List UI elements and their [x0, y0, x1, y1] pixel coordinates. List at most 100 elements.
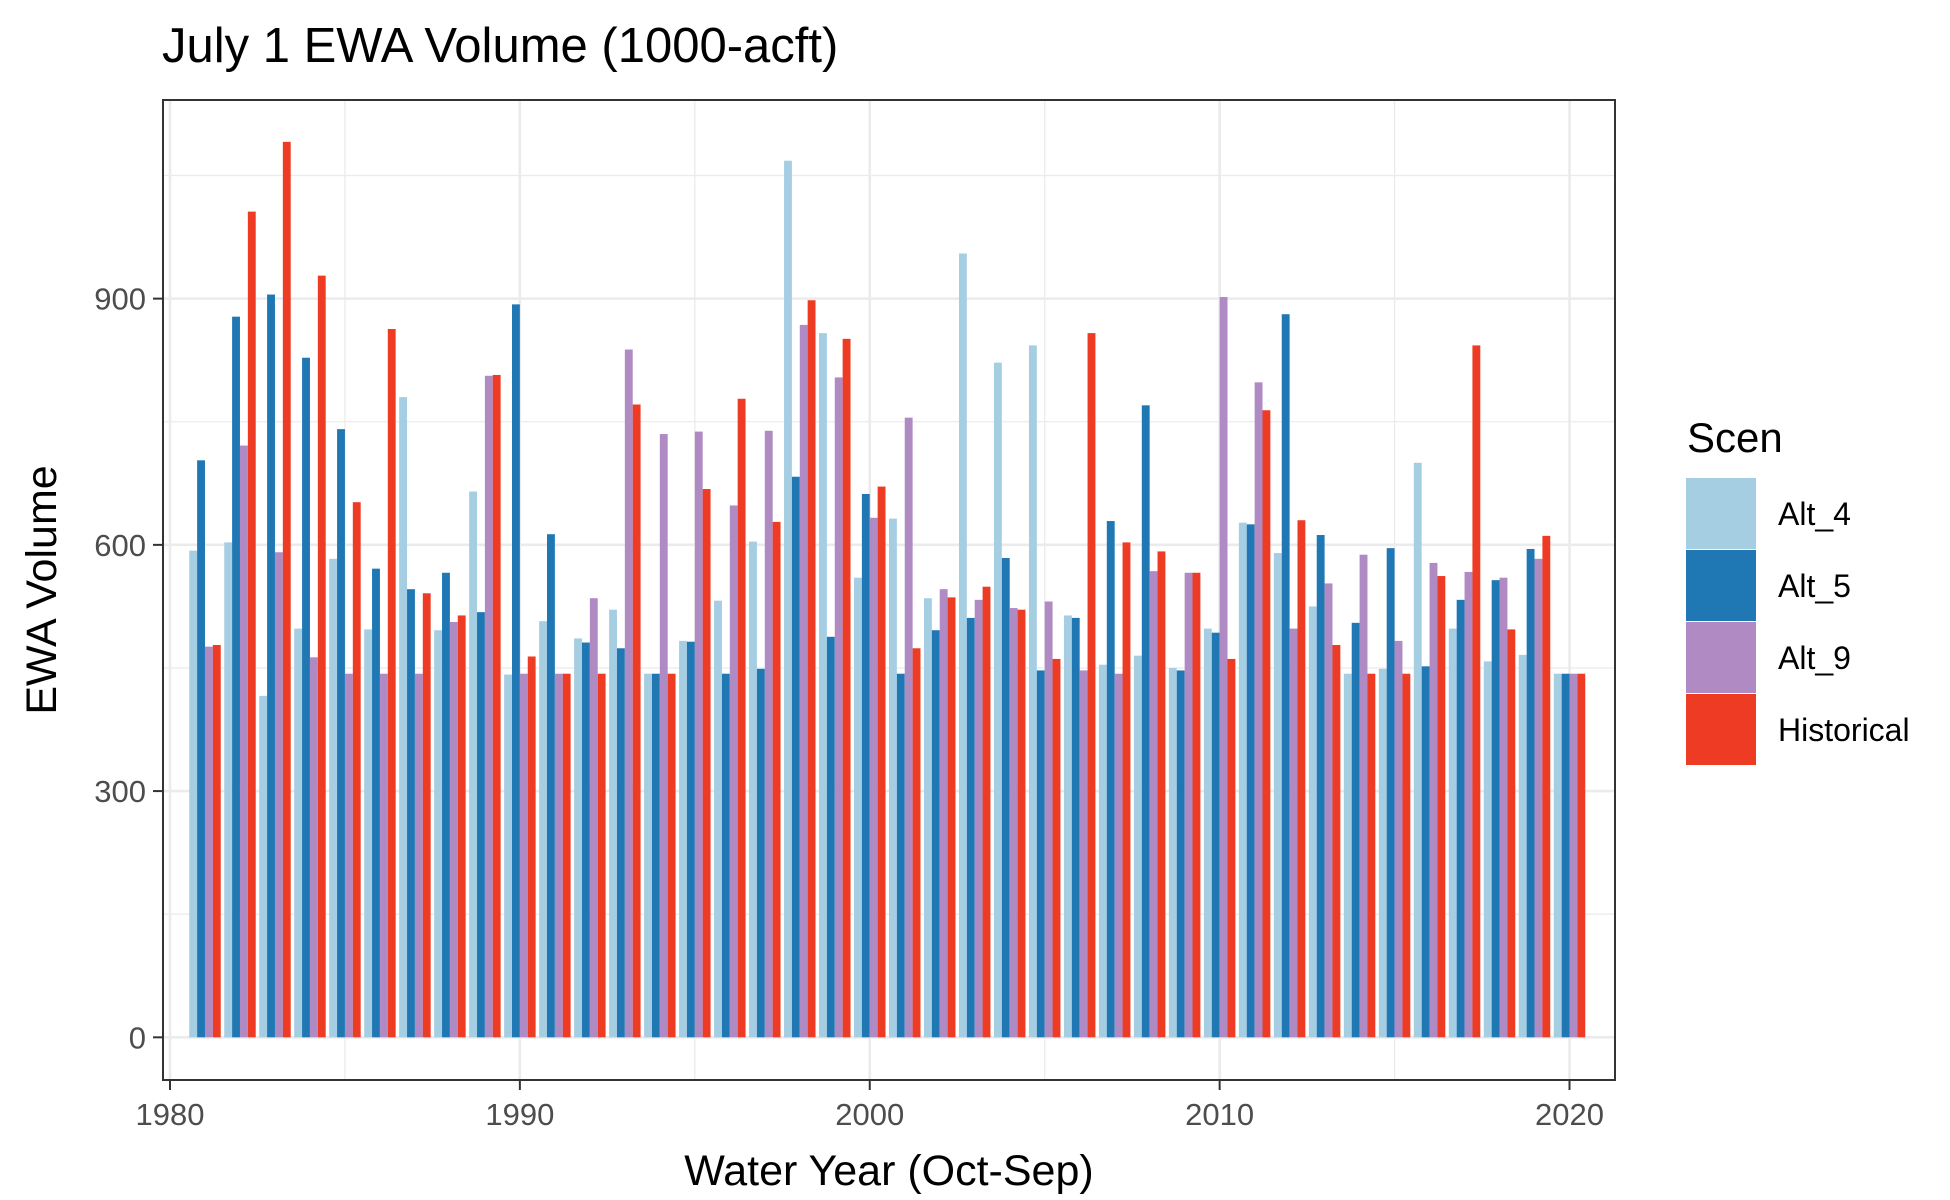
- bar-alt_5-2006: [1071, 617, 1080, 1038]
- bar-alt_4-2010: [1203, 628, 1212, 1038]
- bar-alt_9-2010: [1219, 296, 1228, 1038]
- bar-alt_5-2004: [1001, 557, 1010, 1038]
- bar-alt_9-1998: [799, 324, 808, 1038]
- bar-alt_5-1997: [756, 668, 765, 1038]
- chart-title: July 1 EWA Volume (1000-acft): [162, 19, 838, 73]
- bar-alt_9-1987: [414, 673, 423, 1038]
- y-axis-title: EWA Volume: [18, 465, 66, 714]
- bar-alt_4-1988: [434, 630, 443, 1038]
- legend-label-historical: Historical: [1778, 712, 1910, 748]
- bar-alt_4-2002: [923, 598, 932, 1038]
- bar-alt_9-1991: [554, 673, 563, 1038]
- bar-alt_5-1998: [791, 476, 800, 1038]
- bar-alt_5-1991: [546, 534, 555, 1038]
- bar-alt_5-1983: [267, 294, 275, 1038]
- bar-alt_9-1988: [449, 622, 458, 1038]
- bar-historical-2019: [1542, 535, 1551, 1038]
- bar-alt_4-2014: [1343, 673, 1352, 1038]
- bars: [189, 141, 1586, 1038]
- legend-label-alt_9: Alt_9: [1778, 640, 1851, 676]
- bar-historical-2004: [1017, 609, 1026, 1038]
- bar-historical-1993: [632, 404, 641, 1038]
- bar-historical-1999: [842, 338, 851, 1038]
- bar-alt_9-1984: [309, 657, 318, 1038]
- bar-alt_5-1985: [337, 429, 345, 1038]
- bar-alt_4-2017: [1448, 628, 1457, 1038]
- bar-alt_4-1987: [399, 397, 408, 1038]
- bar-historical-2000: [877, 486, 886, 1038]
- bar-alt_5-2011: [1246, 524, 1255, 1038]
- bar-alt_4-2003: [958, 253, 967, 1038]
- bar-alt_4-1982: [224, 542, 233, 1038]
- y-tick-label: 900: [94, 282, 146, 317]
- bar-historical-2011: [1262, 410, 1271, 1038]
- bar-historical-2020: [1577, 673, 1586, 1038]
- bar-alt_9-2015: [1394, 640, 1403, 1038]
- bar-alt_5-1996: [721, 673, 730, 1038]
- bar-alt_9-1982: [239, 445, 248, 1038]
- bar-alt_4-1989: [469, 491, 478, 1038]
- bar-historical-2006: [1087, 333, 1096, 1038]
- bar-alt_9-1996: [729, 505, 738, 1038]
- bar-historical-2010: [1227, 658, 1236, 1038]
- bar-alt_4-2005: [1028, 345, 1037, 1038]
- bar-alt_4-1991: [539, 621, 547, 1038]
- bar-historical-1986: [387, 328, 396, 1038]
- bar-alt_9-2020: [1569, 673, 1578, 1038]
- bar-alt_9-2014: [1359, 554, 1368, 1038]
- bar-historical-2005: [1052, 658, 1061, 1038]
- bar-alt_9-2016: [1429, 562, 1438, 1038]
- bar-alt_9-2013: [1324, 583, 1333, 1038]
- bar-historical-1995: [702, 489, 711, 1038]
- bar-historical-2014: [1367, 673, 1376, 1038]
- bar-alt_4-1984: [294, 628, 303, 1038]
- bar-alt_4-1998: [784, 160, 792, 1038]
- bar-alt_5-2009: [1176, 670, 1185, 1038]
- bar-historical-2015: [1402, 673, 1411, 1038]
- bar-alt_5-2020: [1561, 673, 1570, 1038]
- bar-historical-2018: [1507, 629, 1516, 1038]
- bar-alt_9-2017: [1464, 571, 1473, 1038]
- bar-historical-1997: [772, 521, 781, 1038]
- bar-alt_5-1992: [581, 642, 590, 1038]
- x-tick-label: 1980: [136, 1097, 205, 1132]
- bar-alt_9-1994: [659, 434, 668, 1038]
- legend-key-alt_5: [1686, 550, 1756, 621]
- legend-label-alt_4: Alt_4: [1778, 496, 1851, 532]
- bar-alt_5-2016: [1421, 666, 1430, 1038]
- bar-historical-1983: [282, 141, 291, 1038]
- bar-historical-2016: [1437, 576, 1446, 1038]
- bar-alt_4-2011: [1238, 522, 1247, 1038]
- bar-alt_5-2013: [1316, 535, 1325, 1038]
- bar-historical-2013: [1332, 644, 1341, 1038]
- bar-historical-1992: [597, 673, 606, 1038]
- bar-historical-2008: [1157, 551, 1166, 1038]
- bar-historical-1996: [737, 398, 746, 1038]
- x-tick-label: 2010: [1185, 1097, 1254, 1132]
- bar-alt_4-1981: [189, 550, 198, 1038]
- bar-alt_9-1999: [834, 377, 843, 1038]
- bar-alt_9-2008: [1149, 571, 1158, 1038]
- bar-alt_4-1995: [679, 640, 687, 1038]
- bar-alt_4-2015: [1378, 668, 1387, 1038]
- bar-alt_5-2017: [1456, 599, 1465, 1038]
- bar-alt_9-1981: [204, 646, 213, 1038]
- legend: Scen Alt_4 Alt_5 Alt_9 Historical: [1686, 414, 1910, 765]
- bar-alt_5-2018: [1491, 580, 1500, 1038]
- bar-alt_5-1987: [407, 589, 415, 1038]
- bar-alt_4-1983: [259, 695, 268, 1038]
- bar-alt_4-2008: [1133, 655, 1142, 1038]
- bar-alt_9-1995: [694, 431, 703, 1038]
- bar-alt_5-1981: [197, 460, 205, 1038]
- legend-title: Scen: [1687, 414, 1783, 461]
- bar-alt_5-2007: [1106, 521, 1115, 1038]
- bar-alt_4-1990: [504, 674, 513, 1038]
- x-axis: 1980 1990 2000 2010 2020: [136, 1080, 1604, 1132]
- bar-alt_9-1983: [274, 552, 283, 1038]
- bar-alt_5-1993: [616, 648, 625, 1038]
- bar-historical-1991: [562, 673, 571, 1038]
- bar-alt_5-2014: [1351, 622, 1360, 1038]
- bar-alt_4-2013: [1308, 606, 1317, 1038]
- bar-alt_5-1994: [651, 673, 660, 1038]
